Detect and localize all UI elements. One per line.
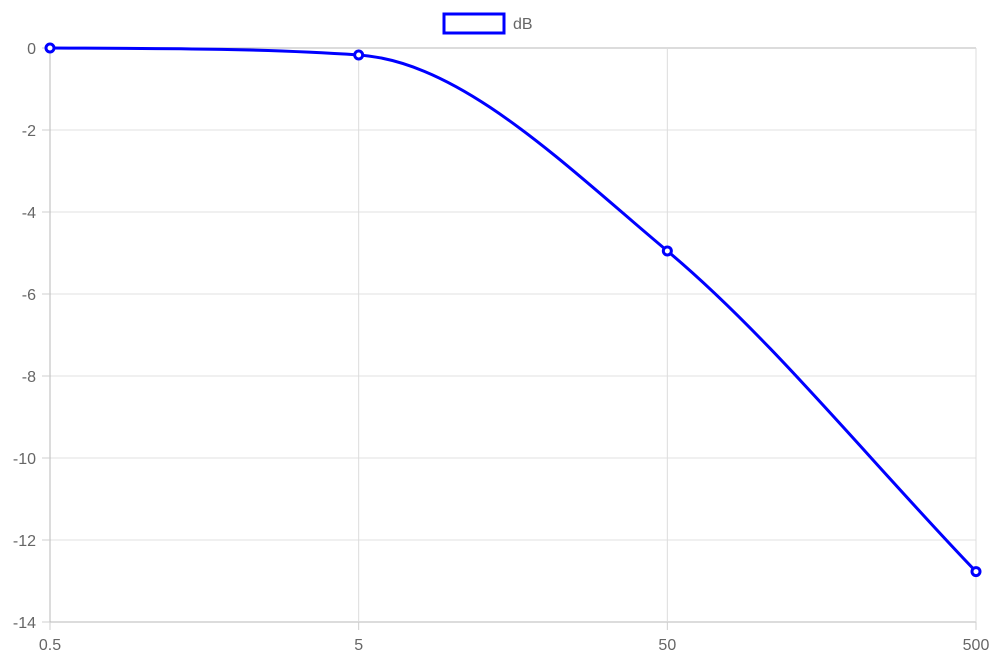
axes: 0 -2 -4 -6 -8 -10 -12 -140.5 5 50 500 bbox=[13, 41, 990, 654]
grid bbox=[49, 47, 977, 623]
data-point[interactable] bbox=[661, 245, 673, 257]
y-tick-label: -6 bbox=[22, 287, 36, 304]
y-tick-label: -10 bbox=[13, 451, 36, 468]
data-point[interactable] bbox=[44, 42, 56, 54]
y-tick-label: -14 bbox=[13, 615, 36, 632]
data-point[interactable] bbox=[353, 49, 365, 61]
legend[interactable]: dB bbox=[442, 12, 533, 35]
legend-label[interactable]: dB bbox=[513, 16, 533, 33]
x-tick-label: 0.5 bbox=[39, 637, 61, 654]
x-tick-label: 5 bbox=[354, 637, 363, 654]
y-tick-label: -8 bbox=[22, 369, 36, 386]
series-layer bbox=[44, 42, 982, 578]
x-tick-label: 50 bbox=[658, 637, 676, 654]
legend-swatch[interactable] bbox=[442, 12, 506, 35]
data-point[interactable] bbox=[970, 566, 982, 578]
series-line-dB bbox=[49, 46, 978, 573]
y-tick-label: -2 bbox=[22, 123, 36, 140]
y-tick-label: 0 bbox=[27, 41, 36, 58]
y-tick-label: -4 bbox=[22, 205, 36, 222]
y-tick-label: -12 bbox=[13, 533, 36, 550]
x-tick-label: 500 bbox=[963, 637, 990, 654]
